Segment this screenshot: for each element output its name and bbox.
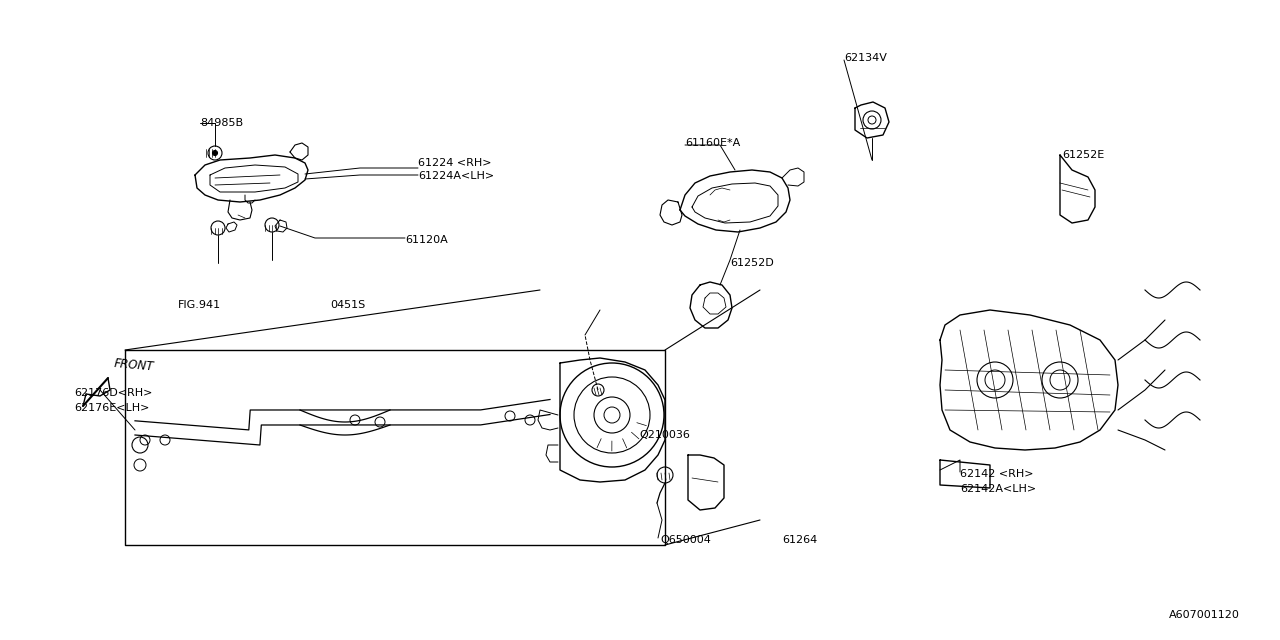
Text: 61252D: 61252D [730,258,773,268]
Text: 62142 <RH>: 62142 <RH> [960,469,1033,479]
Text: FRONT: FRONT [113,356,154,373]
Text: FIG.941: FIG.941 [178,300,221,310]
Text: 62176E<LH>: 62176E<LH> [74,403,150,413]
Text: 62142A<LH>: 62142A<LH> [960,484,1036,494]
Text: 61224A<LH>: 61224A<LH> [419,171,494,181]
Text: 62134V: 62134V [844,53,887,63]
Text: 84985B: 84985B [200,118,243,128]
Text: 61160E*A: 61160E*A [685,138,740,148]
Text: Q650004: Q650004 [660,535,710,545]
Text: Q210036: Q210036 [639,430,690,440]
Text: 0451S: 0451S [330,300,365,310]
Text: 61120A: 61120A [404,235,448,245]
Text: 61224 <RH>: 61224 <RH> [419,158,492,168]
Text: A607001120: A607001120 [1169,610,1240,620]
Text: 62176D<RH>: 62176D<RH> [74,388,152,398]
Text: 61264: 61264 [782,535,817,545]
Text: 61252E: 61252E [1062,150,1105,160]
Circle shape [212,150,218,156]
